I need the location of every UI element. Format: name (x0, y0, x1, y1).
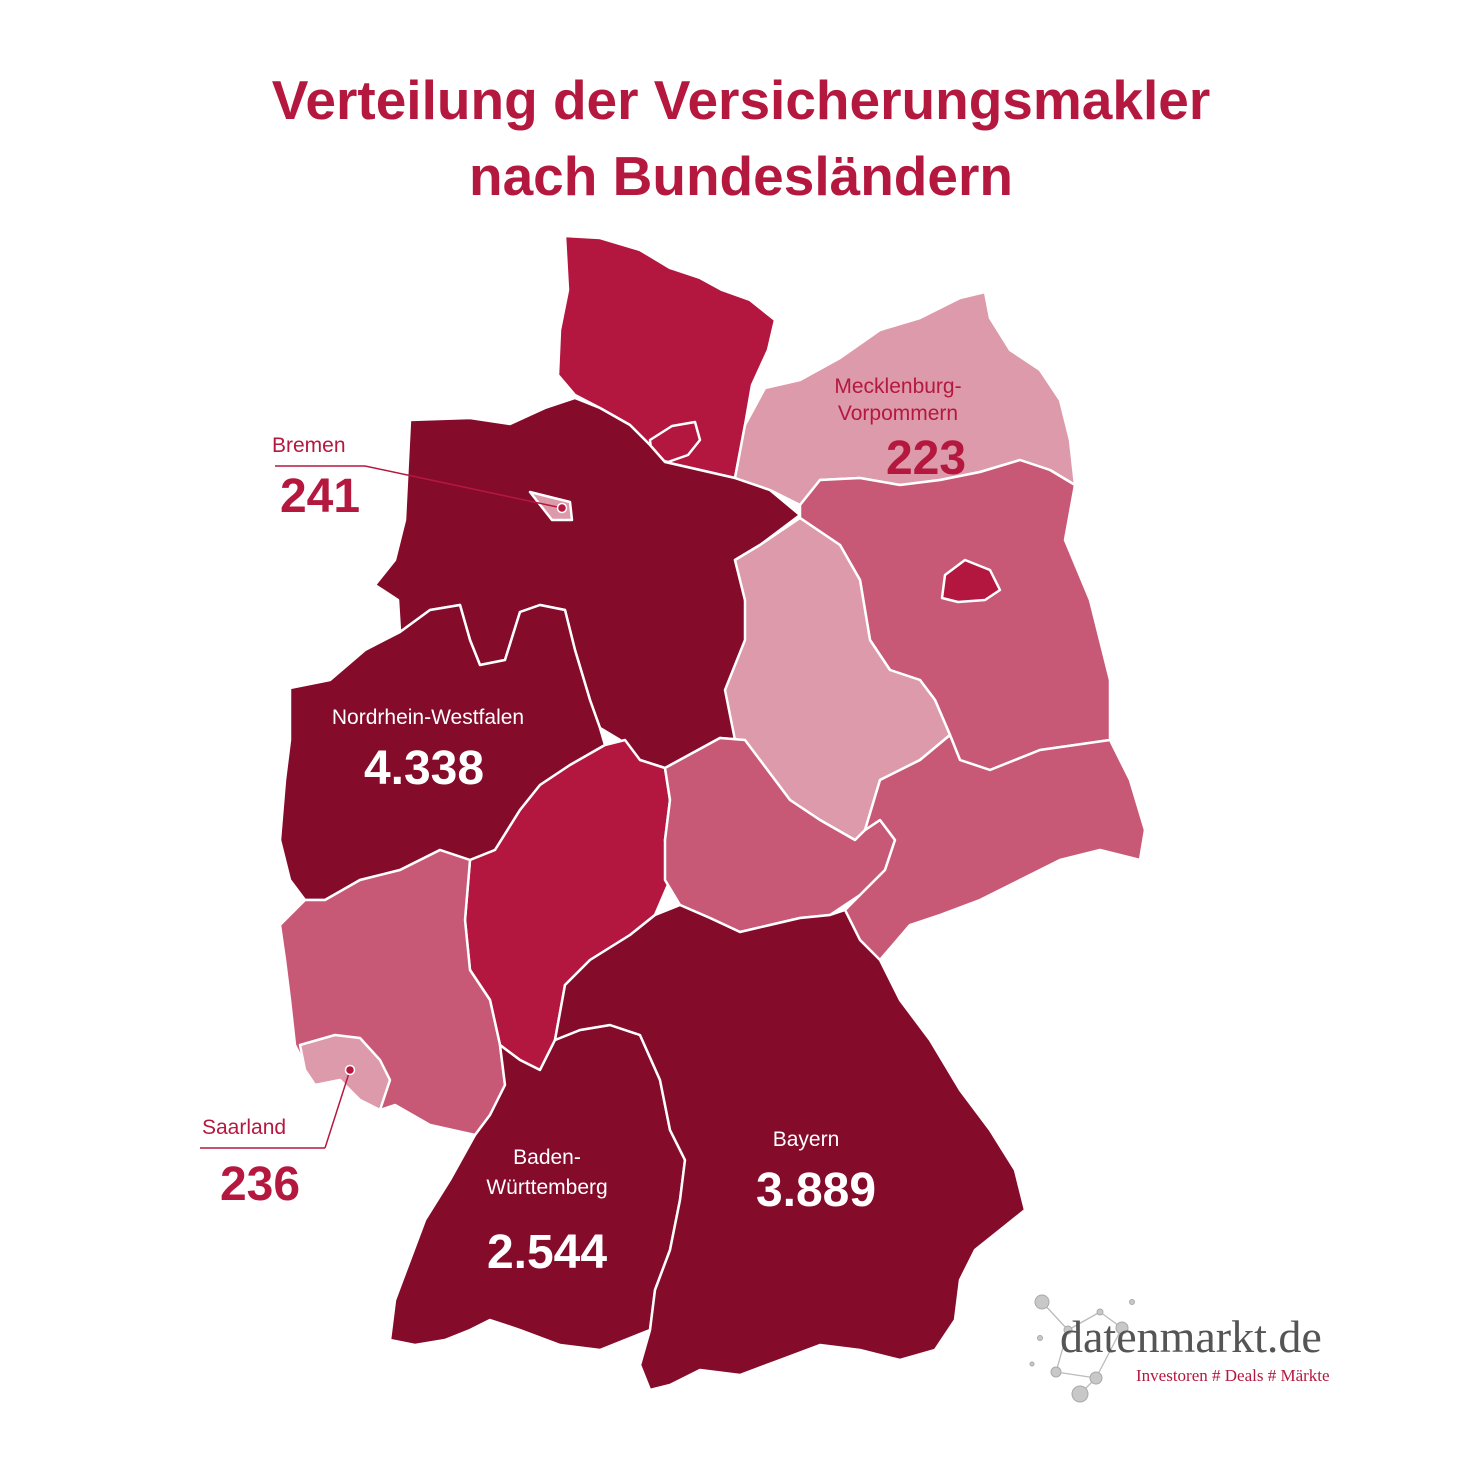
map-labels: Mecklenburg- Vorpommern 223 Bremen 241 N… (202, 375, 966, 1279)
label-bw-value: 2.544 (487, 1226, 607, 1279)
label-bayern-name: Bayern (773, 1128, 840, 1151)
saarland-leader-line-diagonal (324, 1069, 351, 1149)
state-sachsen (843, 733, 1147, 962)
saarland-callout (200, 1064, 356, 1149)
bremen-callout (275, 465, 568, 514)
state-saarland (298, 1033, 392, 1112)
label-nrw-value: 4.338 (364, 742, 484, 795)
network-dots-icon (1029, 1294, 1135, 1403)
label-nrw-name: Nordrhein-Westfalen (332, 706, 524, 729)
label-mv-name-2: Vorpommern (838, 402, 958, 425)
datenmarkt-logo: datenmarkt.de Investoren # Deals # Märkt… (1010, 1290, 1410, 1410)
label-saarland-name: Saarland (202, 1116, 286, 1139)
label-bw-name-1: Baden- (513, 1146, 581, 1169)
logo-brand-text: datenmarkt.de (1060, 1311, 1322, 1362)
title-line-2: nach Bundesländern (469, 145, 1013, 207)
label-bremen-name: Bremen (272, 434, 346, 457)
state-berlin (940, 558, 1002, 604)
logo-tagline: Investoren # Deals # Märkte (1136, 1366, 1330, 1385)
label-bayern-value: 3.889 (756, 1164, 876, 1217)
bremen-leader-line-diagonal (364, 465, 563, 509)
bremen-marker-dot (556, 502, 568, 514)
label-bremen-value: 241 (280, 470, 360, 523)
page-title: Verteilung der Versicherungsmakler nach … (0, 62, 1482, 214)
saarland-marker-dot (344, 1064, 356, 1076)
label-mv-value: 223 (886, 432, 966, 485)
state-bayern (553, 903, 1027, 1392)
title-line-1: Verteilung der Versicherungsmakler (271, 69, 1211, 131)
label-mv-name-1: Mecklenburg- (834, 375, 961, 398)
label-saarland-value: 236 (220, 1158, 300, 1211)
label-bw-name-2: Württemberg (486, 1176, 607, 1199)
